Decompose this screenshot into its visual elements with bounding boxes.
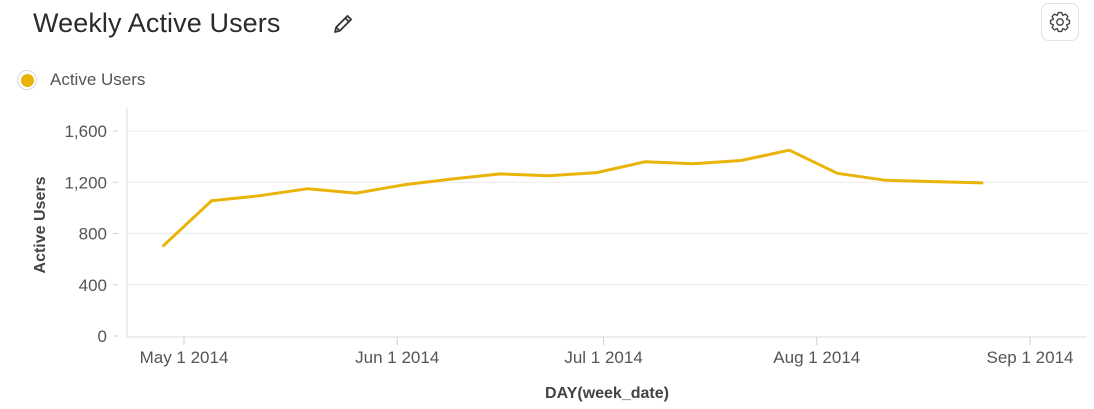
y-tick-label: 0 [98,327,107,346]
data-point [401,182,407,188]
data-point [786,147,792,153]
x-tick-label: Sep 1 2014 [987,348,1074,367]
y-tick-label: 800 [79,225,107,244]
data-point [931,179,937,185]
page-title: Weekly Active Users [33,8,281,38]
settings-button[interactable] [1041,3,1079,41]
y-tick-label: 1,600 [64,122,107,141]
y-tick-label: 1,200 [64,173,107,192]
y-axis-title: Active Users [32,176,49,273]
x-tick-label: Jun 1 2014 [355,348,439,367]
data-point [497,171,503,177]
data-point [353,190,359,196]
legend-label: Active Users [50,70,146,89]
data-point [738,157,744,163]
data-point [979,180,985,186]
data-point [257,193,263,199]
y-tick-label: 400 [79,276,107,295]
gear-icon [1049,11,1071,33]
data-point [160,243,166,249]
data-point [690,161,696,167]
data-point [642,159,648,165]
series-line-active-users [161,148,984,248]
data-point [449,176,455,182]
edit-title-button[interactable] [330,11,356,37]
x-tick-label: Aug 1 2014 [773,348,860,367]
data-point [594,170,600,176]
legend-swatch [17,70,37,90]
data-point [546,173,552,179]
x-tick-label: Jul 1 2014 [564,348,642,367]
data-point [209,198,215,204]
x-tick-label: May 1 2014 [140,348,229,367]
legend-item-active-users[interactable]: Active Users [17,70,145,90]
x-axis-title: DAY(week_date) [545,385,669,402]
data-point [305,186,311,192]
data-point [834,170,840,176]
pencil-icon [334,15,352,33]
data-point [883,177,889,183]
